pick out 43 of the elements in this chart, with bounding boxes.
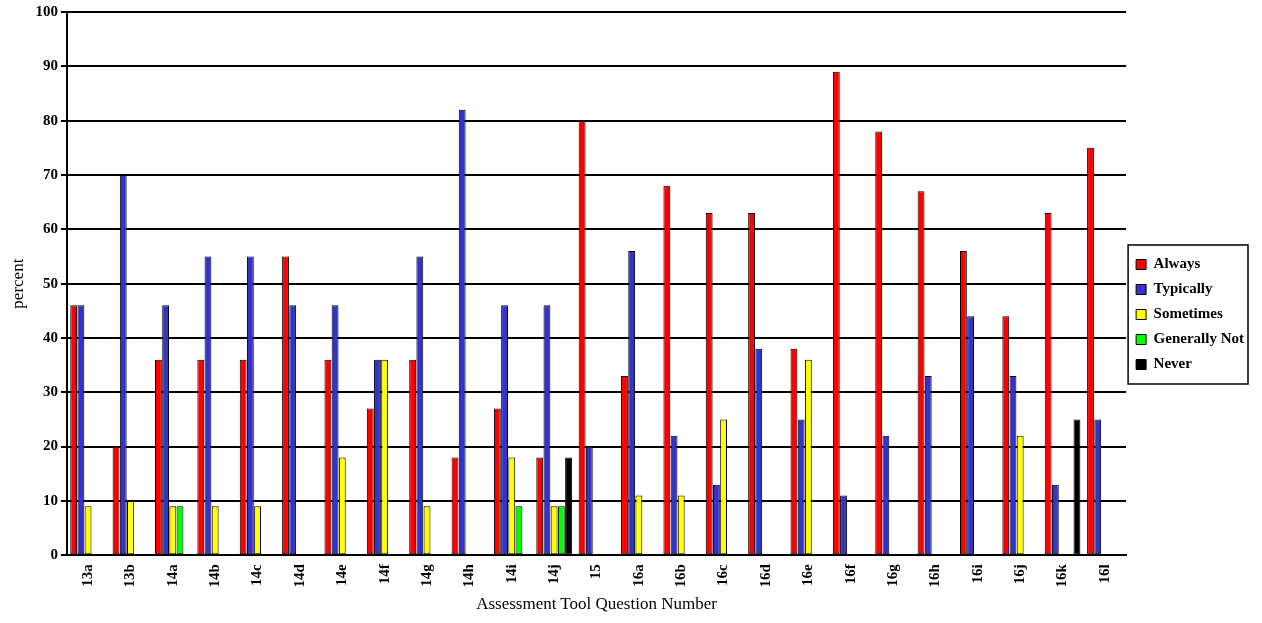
legend-label: Never <box>1153 355 1193 372</box>
x-tick-label: 16d <box>756 563 773 588</box>
x-tick-label: 16a <box>629 563 646 587</box>
x-tick-label: 16f <box>841 563 858 585</box>
x-tick-label: 16l <box>1095 564 1112 584</box>
x-tick-label: 14e <box>333 563 350 586</box>
x-tick-label: 14h <box>460 563 477 588</box>
y-tick-label: 0 <box>50 546 58 563</box>
legend-label: Generally Not <box>1153 330 1245 347</box>
x-tick-label: 16h <box>926 563 943 588</box>
legend-label: Sometimes <box>1153 305 1223 322</box>
y-tick-label: 20 <box>42 437 58 454</box>
x-tick-label: 16k <box>1053 563 1070 588</box>
x-tick-label: 16g <box>883 563 900 587</box>
x-tick-label: 14d <box>290 563 307 588</box>
y-tick-label: 10 <box>42 491 58 508</box>
y-tick-label: 80 <box>42 111 58 128</box>
x-tick-label: 13a <box>78 563 95 587</box>
y-tick-label: 70 <box>42 165 58 182</box>
y-tick-label: 50 <box>42 274 58 291</box>
x-axis-title: Assessment Tool Question Number <box>476 594 718 614</box>
x-tick-label: 14g <box>417 563 434 587</box>
x-tick-label: 16c <box>714 563 731 586</box>
x-tick-label: 14b <box>206 564 223 588</box>
x-tick-label: 16i <box>968 564 985 584</box>
y-tick-label: 30 <box>42 383 58 400</box>
legend-label: Typically <box>1153 280 1213 297</box>
x-tick-label: 14c <box>248 563 265 586</box>
y-tick-label: 40 <box>42 328 58 345</box>
x-tick-label: 14a <box>163 563 180 587</box>
x-tick-label: 14j <box>545 564 562 585</box>
x-tick-label: 13b <box>121 564 138 588</box>
y-tick-label: 60 <box>42 220 58 237</box>
y-axis-title: percent <box>7 258 27 309</box>
x-tick-label: 14f <box>375 563 392 585</box>
x-tick-label: 14i <box>502 564 519 584</box>
y-tick-label: 100 <box>35 2 58 19</box>
x-tick-label: 16b <box>672 564 689 588</box>
legend-label: Always <box>1153 255 1201 272</box>
x-tick-label: 16j <box>1011 564 1028 585</box>
y-tick-label: 90 <box>42 57 58 74</box>
x-tick-label: 16e <box>799 563 816 586</box>
x-tick-label: 15 <box>587 564 604 580</box>
